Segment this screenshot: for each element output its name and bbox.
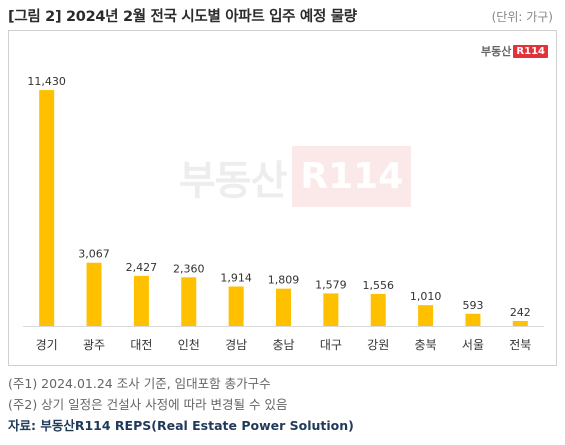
- category-label-0: 경기: [36, 338, 58, 352]
- category-label-1: 광주: [83, 338, 105, 352]
- bar-1: [86, 262, 102, 326]
- watermark-logo: 부동산 R114: [179, 146, 412, 207]
- bar-10: [512, 321, 528, 326]
- brand-logo: 부동산 R114: [481, 43, 548, 59]
- value-label-4: 1,914: [220, 271, 252, 284]
- value-label-6: 1,579: [315, 278, 347, 291]
- value-label-3: 2,360: [173, 262, 205, 275]
- category-label-2: 대전: [130, 338, 152, 352]
- unit-label: (단위: 가구): [491, 10, 553, 24]
- value-label-5: 1,809: [268, 274, 300, 287]
- source-label: 자료: 부동산R114 REPS(Real Estate Power Solut…: [8, 418, 354, 433]
- bar-8: [418, 305, 434, 326]
- category-label-10: 전북: [509, 338, 531, 352]
- value-label-1: 3,067: [78, 248, 110, 261]
- bar-7: [370, 293, 386, 326]
- category-label-7: 강원: [367, 338, 389, 352]
- note-1: (주1) 2024.01.24 조사 기준, 임대포함 총가구수: [8, 376, 271, 391]
- notes: (주1) 2024.01.24 조사 기준, 임대포함 총가구수 (주2) 상기…: [8, 373, 354, 436]
- bar-9: [465, 313, 481, 326]
- value-label-0: 11,430: [27, 75, 66, 88]
- value-label-9: 593: [462, 299, 483, 312]
- category-label-4: 경남: [225, 338, 247, 352]
- bar-5: [276, 288, 291, 326]
- chart-title: [그림 2] 2024년 2월 전국 시도별 아파트 입주 예정 물량: [8, 9, 357, 25]
- bar-0: [39, 90, 55, 326]
- watermark-text: 부동산: [179, 157, 287, 204]
- bar-chart: 11,430 경기 3,067 광주 2,427 대전 2,360 인천 1,914 경남 1,80…: [23, 75, 544, 352]
- category-label-8: 충북: [415, 338, 437, 352]
- bar-4: [228, 286, 244, 326]
- chart-frame: 부동산 R114 부동산 R114 11,430 경기 3,067 광주 2,427 대전…: [8, 30, 557, 366]
- category-label-3: 인천: [178, 337, 200, 352]
- bar-2: [133, 275, 149, 326]
- bar-6: [323, 293, 339, 326]
- category-label-5: 충남: [272, 338, 294, 352]
- logo-badge: R114: [513, 44, 548, 58]
- value-label-8: 1,010: [410, 290, 442, 303]
- category-label-9: 서울: [462, 338, 484, 352]
- value-label-7: 1,556: [362, 279, 394, 292]
- watermark-badge: R114: [292, 146, 412, 207]
- logo-text: 부동산: [481, 45, 512, 58]
- bar-3: [181, 277, 197, 326]
- value-label-2: 2,427: [126, 261, 158, 274]
- category-label-6: 대구: [320, 338, 342, 352]
- note-2: (주2) 상기 일정은 건설사 사정에 따라 변경될 수 있음: [8, 397, 288, 412]
- value-label-10: 242: [510, 306, 531, 319]
